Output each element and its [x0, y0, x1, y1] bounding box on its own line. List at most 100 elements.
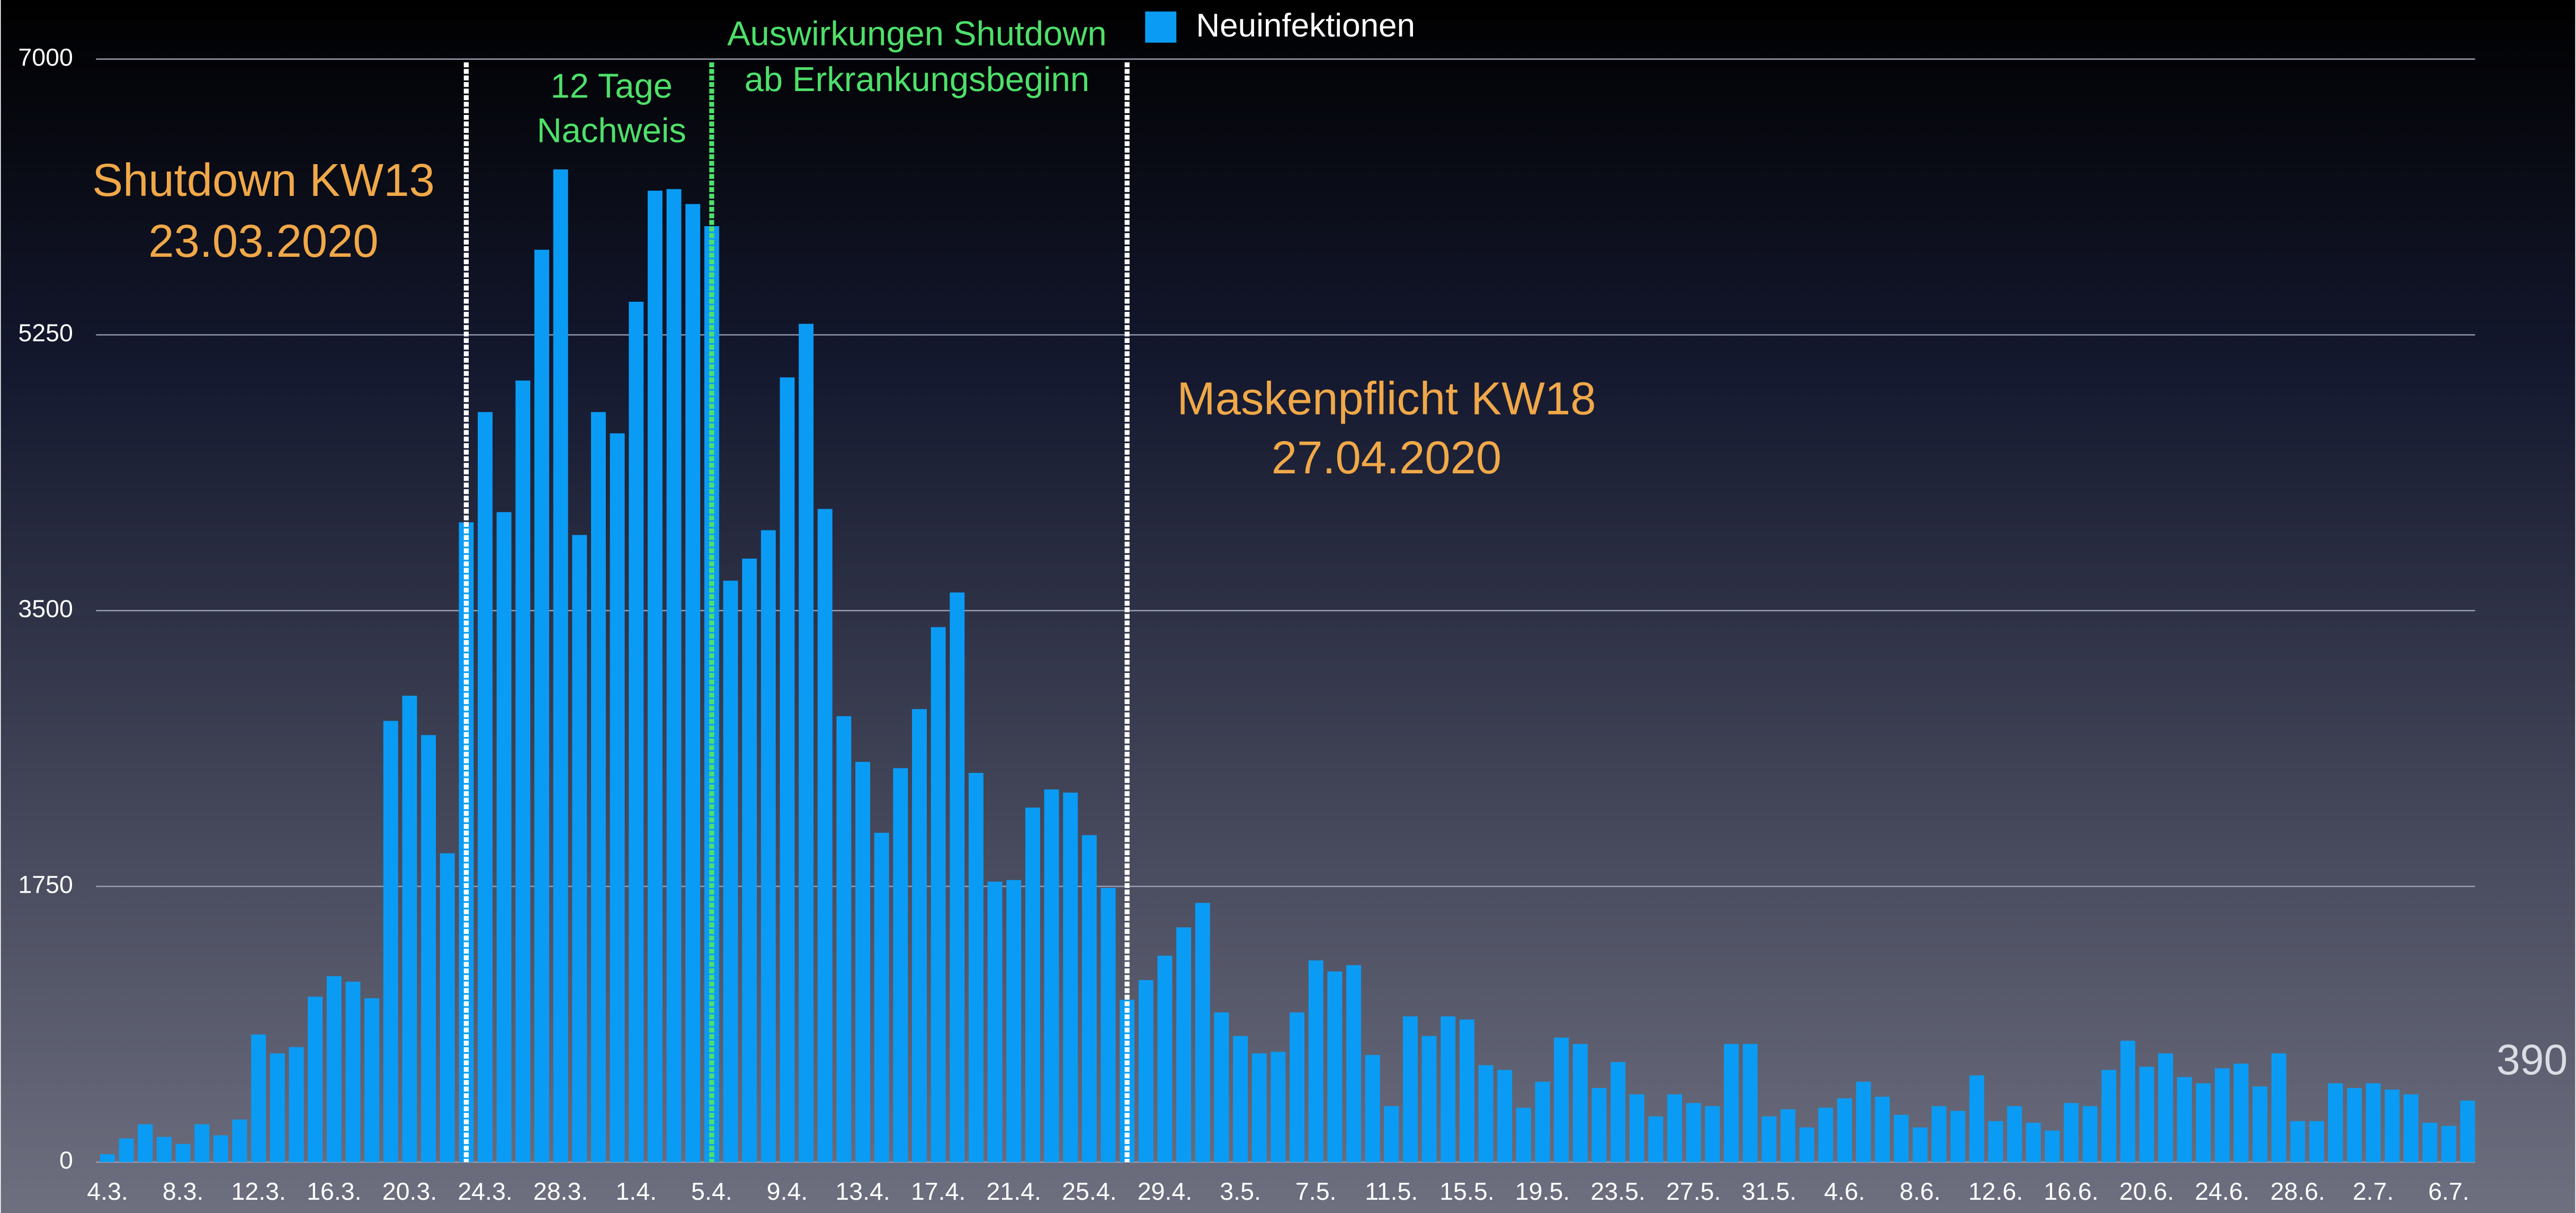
bar	[2082, 1106, 2098, 1162]
x-tick-label: 4.3.	[87, 1178, 128, 1205]
x-tick-label: 24.3.	[458, 1178, 512, 1205]
x-tick-label: 8.6.	[1900, 1178, 1941, 1205]
x-tick-label: 16.6.	[2044, 1178, 2098, 1205]
bar	[1101, 888, 1116, 1162]
bar	[1912, 1127, 1928, 1162]
x-tick-label: 20.6.	[2119, 1178, 2174, 1205]
bar	[1856, 1082, 1871, 1162]
x-tick-label: 1.4.	[615, 1178, 657, 1205]
bar	[1421, 1036, 1437, 1162]
bar	[610, 433, 625, 1162]
bar	[855, 761, 871, 1162]
annotation: Maskenpflicht KW18	[1177, 373, 1596, 424]
bar	[2366, 1083, 2381, 1162]
bar	[289, 1047, 304, 1162]
bar	[2177, 1077, 2192, 1162]
bar	[2063, 1103, 2079, 1162]
bar	[2120, 1040, 2135, 1162]
bar	[534, 249, 549, 1162]
bar	[1441, 1016, 1456, 1162]
annotation: 23.03.2020	[148, 215, 378, 267]
x-tick-label: 16.3.	[307, 1178, 361, 1205]
bar	[685, 204, 701, 1162]
bar	[780, 377, 795, 1162]
x-tick-label: 28.3.	[533, 1178, 588, 1205]
bar	[1271, 1052, 1286, 1162]
bar	[1063, 792, 1078, 1162]
bar	[1365, 1055, 1380, 1162]
bar	[1893, 1115, 1909, 1162]
bar	[1214, 1012, 1229, 1162]
bar	[1761, 1116, 1777, 1162]
bar	[1308, 960, 1323, 1162]
bar	[893, 768, 908, 1162]
bar	[1648, 1116, 1663, 1162]
bar	[2158, 1053, 2173, 1162]
bar	[175, 1144, 191, 1162]
bar	[232, 1119, 247, 1162]
bar	[2290, 1121, 2305, 1162]
bar	[496, 512, 512, 1162]
x-tick-label: 8.3.	[163, 1178, 204, 1205]
x-tick-label: 19.5.	[1515, 1178, 1570, 1205]
x-tick-label: 2.7.	[2353, 1178, 2394, 1205]
bar	[194, 1124, 210, 1162]
bar	[402, 695, 417, 1162]
bar	[761, 530, 776, 1162]
bar	[1988, 1121, 2003, 1162]
bar	[799, 324, 814, 1162]
bar	[326, 976, 342, 1162]
bar	[478, 412, 493, 1162]
bar	[1781, 1109, 1795, 1162]
annotation: 27.04.2020	[1272, 432, 1501, 483]
bar	[1799, 1127, 1814, 1162]
x-tick-label: 24.6.	[2195, 1178, 2249, 1205]
x-tick-label: 23.5.	[1590, 1178, 1645, 1205]
bar	[950, 592, 965, 1162]
bar	[440, 853, 455, 1162]
y-tick-label: 5250	[18, 319, 73, 347]
bar	[1969, 1075, 1984, 1162]
bar	[2384, 1089, 2400, 1162]
x-tick-label: 7.5.	[1295, 1178, 1337, 1205]
bar	[1686, 1103, 1701, 1162]
bar	[421, 735, 436, 1162]
y-tick-label: 1750	[18, 870, 73, 898]
bar	[1044, 789, 1059, 1162]
legend-label: Neuinfektionen	[1196, 7, 1415, 44]
bar	[1629, 1094, 1644, 1162]
bar	[1176, 927, 1192, 1162]
annotation: Shutdown KW13	[92, 155, 435, 206]
bar	[251, 1034, 266, 1162]
bar	[742, 559, 757, 1162]
bar	[1875, 1097, 1890, 1162]
bar	[647, 191, 663, 1162]
bar	[1006, 880, 1022, 1162]
bar	[157, 1137, 172, 1162]
bar	[2045, 1130, 2060, 1162]
annotation: ab Erkrankungsbeginn	[745, 60, 1089, 98]
x-tick-label: 9.4.	[767, 1178, 808, 1205]
bar	[1346, 965, 1361, 1162]
annotation: Auswirkungen Shutdown	[727, 14, 1106, 52]
bar	[874, 832, 889, 1162]
bar	[1837, 1098, 1852, 1162]
x-tick-label: 13.4.	[835, 1178, 890, 1205]
x-tick-label: 12.3.	[231, 1178, 286, 1205]
bar	[666, 189, 682, 1162]
bar	[2101, 1070, 2117, 1162]
bar	[2196, 1083, 2211, 1162]
bar	[345, 982, 361, 1162]
bar	[1025, 807, 1040, 1162]
bar	[1497, 1070, 1513, 1162]
bar	[2233, 1063, 2249, 1162]
x-tick-label: 29.4.	[1138, 1178, 1192, 1205]
bar	[2309, 1121, 2324, 1162]
bar	[2328, 1083, 2343, 1162]
bar	[591, 412, 606, 1162]
bar	[1081, 835, 1097, 1162]
bar	[2441, 1126, 2456, 1162]
bar	[100, 1154, 115, 1162]
bar	[1705, 1106, 1720, 1162]
x-tick-label: 17.4.	[911, 1178, 965, 1205]
